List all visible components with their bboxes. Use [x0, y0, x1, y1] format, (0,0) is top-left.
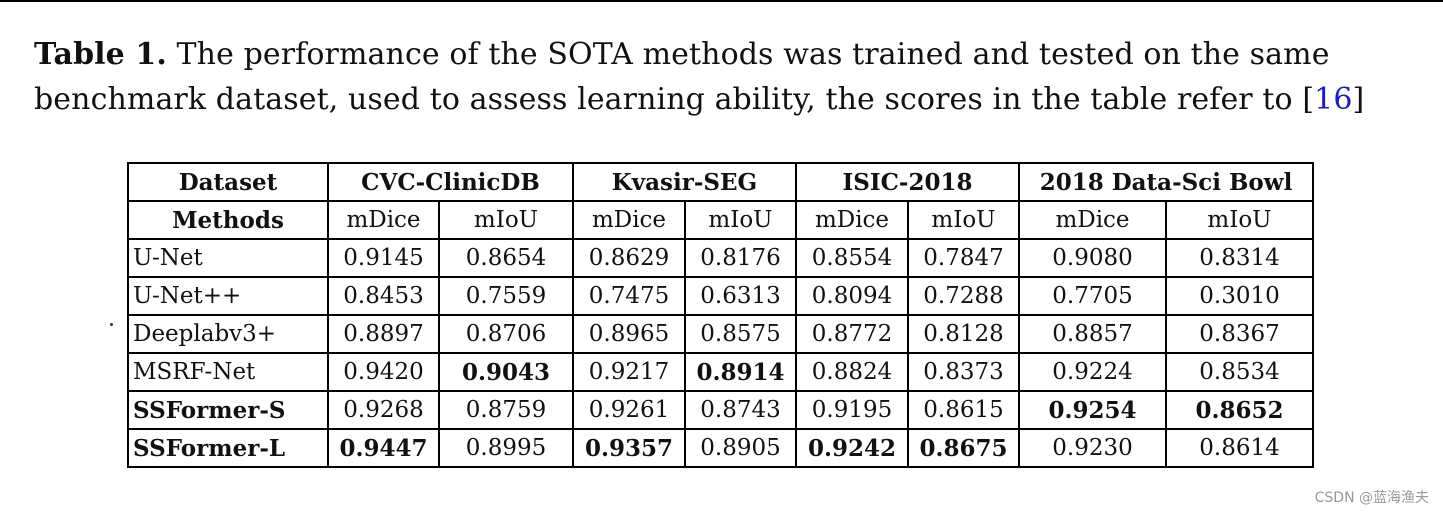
table-row: SSFormer-L 0.9447 0.8995 0.9357 0.8905 0…: [127, 428, 1314, 468]
method-name-cell: U-Net++: [127, 276, 329, 316]
score-cell: 0.9268: [327, 390, 440, 430]
score-cell: 0.9230: [1018, 428, 1167, 468]
score-cell: 0.7559: [438, 276, 574, 316]
dataset-header-kvasir-seg: Kvasir-SEG: [572, 162, 797, 202]
header-row-datasets: Dataset CVC-ClinicDB Kvasir-SEG ISIC-201…: [127, 162, 1314, 202]
score-cell: 0.8995: [438, 428, 574, 468]
table-caption: Table 1. The performance of the SOTA met…: [34, 32, 1424, 122]
score-cell: 0.9080: [1018, 238, 1167, 278]
score-cell: 0.8857: [1018, 314, 1167, 354]
score-cell: 0.8615: [907, 390, 1020, 430]
caption-line-2: benchmark dataset, used to assess learni…: [34, 77, 1424, 122]
score-cell: 0.8772: [795, 314, 909, 354]
caption-label: Table 1.: [34, 37, 167, 72]
score-cell: 0.8824: [795, 352, 909, 392]
score-cell: 0.8652: [1165, 390, 1314, 430]
table-row: SSFormer-S 0.9268 0.8759 0.9261 0.8743 0…: [127, 390, 1314, 430]
score-cell: 0.8176: [684, 238, 797, 278]
score-cell: 0.8373: [907, 352, 1020, 392]
table-row: U-Net++ 0.8453 0.7559 0.7475 0.6313 0.80…: [127, 276, 1314, 316]
score-cell: 0.9261: [572, 390, 686, 430]
score-cell: 0.9043: [438, 352, 574, 392]
score-cell: 0.9224: [1018, 352, 1167, 392]
metric-header: mDice: [1018, 200, 1167, 240]
score-cell: 0.7847: [907, 238, 1020, 278]
score-cell: 0.8675: [907, 428, 1020, 468]
score-cell: 0.9195: [795, 390, 909, 430]
score-cell: 0.8575: [684, 314, 797, 354]
score-cell: 0.8743: [684, 390, 797, 430]
score-cell: 0.9447: [327, 428, 440, 468]
table-row: U-Net 0.9145 0.8654 0.8629 0.8176 0.8554…: [127, 238, 1314, 278]
citation-link[interactable]: 16: [1314, 82, 1353, 117]
methods-label-cell: Methods: [127, 200, 329, 240]
dataset-header-cvc-clinicdb: CVC-ClinicDB: [327, 162, 574, 202]
score-cell: 0.7288: [907, 276, 1020, 316]
header-row-metrics: Methods mDice mIoU mDice mIoU mDice mIoU…: [127, 200, 1314, 240]
score-cell: 0.8128: [907, 314, 1020, 354]
score-cell: 0.8453: [327, 276, 440, 316]
score-cell: 0.8654: [438, 238, 574, 278]
score-cell: 0.8897: [327, 314, 440, 354]
score-cell: 0.8614: [1165, 428, 1314, 468]
table-row: MSRF-Net 0.9420 0.9043 0.9217 0.8914 0.8…: [127, 352, 1314, 392]
score-cell: 0.8914: [684, 352, 797, 392]
metric-header: mIoU: [1165, 200, 1314, 240]
metric-header: mDice: [795, 200, 909, 240]
metric-header: mIoU: [907, 200, 1020, 240]
score-cell: 0.8759: [438, 390, 574, 430]
method-name-cell: SSFormer-S: [127, 390, 329, 430]
score-cell: 0.8706: [438, 314, 574, 354]
watermark: CSDN @蓝海渔夫: [1314, 490, 1429, 506]
method-name-cell: U-Net: [127, 238, 329, 278]
score-cell: 0.8629: [572, 238, 686, 278]
score-cell: 0.8314: [1165, 238, 1314, 278]
score-cell: 0.7475: [572, 276, 686, 316]
results-table: Dataset CVC-ClinicDB Kvasir-SEG ISIC-201…: [127, 162, 1314, 468]
score-cell: 0.9145: [327, 238, 440, 278]
score-cell: 0.8534: [1165, 352, 1314, 392]
caption-line-1: Table 1. The performance of the SOTA met…: [34, 32, 1424, 77]
caption-text-1: The performance of the SOTA methods was …: [166, 37, 1330, 72]
score-cell: 0.8965: [572, 314, 686, 354]
dataset-header-isic-2018: ISIC-2018: [795, 162, 1020, 202]
score-cell: 0.8094: [795, 276, 909, 316]
dataset-label-cell: Dataset: [127, 162, 329, 202]
method-name-cell: Deeplabv3+: [127, 314, 329, 354]
caption-close-bracket: ]: [1352, 82, 1365, 117]
metric-header: mDice: [327, 200, 440, 240]
score-cell: 0.3010: [1165, 276, 1314, 316]
score-cell: 0.9217: [572, 352, 686, 392]
score-cell: 0.8905: [684, 428, 797, 468]
score-cell: 0.8367: [1165, 314, 1314, 354]
stray-dot: [110, 323, 113, 326]
metric-header: mIoU: [438, 200, 574, 240]
score-cell: 0.9254: [1018, 390, 1167, 430]
method-name-cell: SSFormer-L: [127, 428, 329, 468]
dataset-header-data-sci-bowl: 2018 Data-Sci Bowl: [1018, 162, 1314, 202]
top-border-rule: [0, 0, 1443, 2]
score-cell: 0.8554: [795, 238, 909, 278]
score-cell: 0.7705: [1018, 276, 1167, 316]
score-cell: 0.9357: [572, 428, 686, 468]
table-row: Deeplabv3+ 0.8897 0.8706 0.8965 0.8575 0…: [127, 314, 1314, 354]
score-cell: 0.6313: [684, 276, 797, 316]
score-cell: 0.9242: [795, 428, 909, 468]
metric-header: mIoU: [684, 200, 797, 240]
caption-text-2: benchmark dataset, used to assess learni…: [34, 82, 1315, 117]
score-cell: 0.9420: [327, 352, 440, 392]
method-name-cell: MSRF-Net: [127, 352, 329, 392]
metric-header: mDice: [572, 200, 686, 240]
